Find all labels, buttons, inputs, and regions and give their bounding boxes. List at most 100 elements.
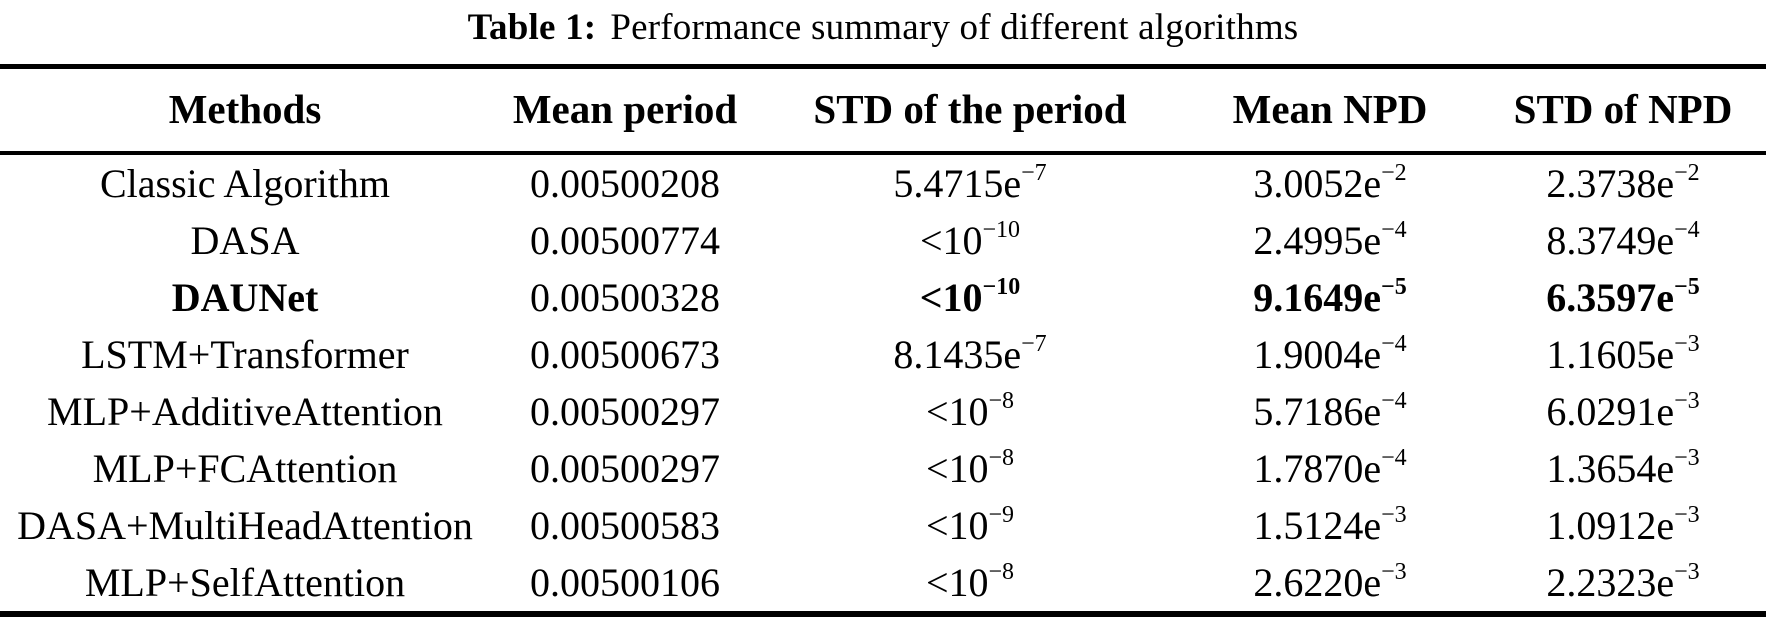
- mean-npd-exponent: −3: [1381, 502, 1407, 529]
- method-name: MLP+SelfAttention: [84, 560, 406, 605]
- std-period-value: <10: [925, 560, 989, 605]
- mean-period-value: 0.00500673: [530, 332, 720, 377]
- mean-period-cell: 0.00500583: [490, 497, 760, 554]
- mean-npd-value: 2.4995e: [1253, 218, 1382, 263]
- table-row: LSTM+Transformer 0.00500673 8.1435e−7 1.…: [0, 326, 1766, 383]
- std-npd-value: 6.3597e: [1546, 275, 1675, 320]
- mean-npd-exponent: −2: [1381, 160, 1407, 187]
- mean-period-cell: 0.00500297: [490, 440, 760, 497]
- method-name: DASA: [190, 218, 300, 263]
- std-npd-exponent: −2: [1674, 160, 1700, 187]
- std-period-cell: <10−8: [760, 440, 1180, 497]
- method-cell: LSTM+Transformer: [0, 326, 490, 383]
- mean-period-cell: 0.00500328: [490, 269, 760, 326]
- std-period-cell: <10−8: [760, 383, 1180, 440]
- std-npd-value: 6.0291e: [1546, 389, 1675, 434]
- column-header-mean-period: Mean period: [490, 66, 760, 155]
- method-cell: DASA: [0, 212, 490, 269]
- std-period-exponent: −10: [982, 274, 1021, 301]
- std-period-exponent: −8: [988, 445, 1015, 472]
- std-period-cell: <10−8: [760, 554, 1180, 614]
- std-npd-cell: 1.3654e−3: [1480, 440, 1766, 497]
- mean-npd-exponent: −5: [1381, 274, 1407, 301]
- mean-period-cell: 0.00500774: [490, 212, 760, 269]
- std-period-value: 8.1435e: [893, 332, 1022, 377]
- std-period-cell: <10−9: [760, 497, 1180, 554]
- std-period-cell: 8.1435e−7: [760, 326, 1180, 383]
- mean-period-cell: 0.00500297: [490, 383, 760, 440]
- mean-npd-value: 3.0052e: [1253, 161, 1382, 206]
- std-period-value: <10: [925, 389, 989, 434]
- table-row: MLP+AdditiveAttention 0.00500297 <10−8 5…: [0, 383, 1766, 440]
- mean-period-value: 0.00500583: [530, 503, 720, 548]
- method-cell: DAUNet: [0, 269, 490, 326]
- std-npd-cell: 6.3597e−5: [1480, 269, 1766, 326]
- mean-npd-exponent: −4: [1381, 388, 1407, 415]
- std-npd-value: 1.0912e: [1546, 503, 1675, 548]
- mean-npd-value: 1.7870e: [1253, 446, 1382, 491]
- std-period-exponent: −8: [988, 559, 1015, 586]
- method-cell: MLP+FCAttention: [0, 440, 490, 497]
- header-row: Methods Mean period STD of the period Me…: [0, 66, 1766, 155]
- std-period-exponent: −9: [988, 502, 1015, 529]
- std-period-exponent: −7: [1021, 331, 1047, 358]
- std-npd-value: 1.1605e: [1546, 332, 1675, 377]
- mean-npd-value: 5.7186e: [1253, 389, 1382, 434]
- mean-npd-cell: 2.4995e−4: [1180, 212, 1480, 269]
- caption-text: Performance summary of different algorit…: [610, 7, 1299, 48]
- std-npd-cell: 6.0291e−3: [1480, 383, 1766, 440]
- mean-npd-value: 1.5124e: [1253, 503, 1382, 548]
- std-period-exponent: −7: [1021, 160, 1047, 187]
- mean-npd-cell: 1.5124e−3: [1180, 497, 1480, 554]
- std-npd-cell: 2.2323e−3: [1480, 554, 1766, 614]
- table-row: DASA 0.00500774 <10−10 2.4995e−4 8.3749e…: [0, 212, 1766, 269]
- std-npd-cell: 2.3738e−2: [1480, 153, 1766, 212]
- mean-period-value: 0.00500297: [530, 446, 720, 491]
- std-npd-exponent: −3: [1674, 331, 1700, 358]
- table-row: Classic Algorithm 0.00500208 5.4715e−7 3…: [0, 153, 1766, 212]
- mean-period-cell: 0.00500673: [490, 326, 760, 383]
- table-row: MLP+SelfAttention 0.00500106 <10−8 2.622…: [0, 554, 1766, 614]
- std-npd-exponent: −3: [1674, 388, 1700, 415]
- mean-npd-exponent: −4: [1381, 217, 1407, 244]
- std-npd-exponent: −4: [1674, 217, 1700, 244]
- method-name: DASA+MultiHeadAttention: [17, 503, 473, 548]
- std-period-value: <10: [925, 503, 989, 548]
- mean-npd-cell: 2.6220e−3: [1180, 554, 1480, 614]
- performance-table: Methods Mean period STD of the period Me…: [0, 64, 1766, 617]
- std-npd-cell: 1.1605e−3: [1480, 326, 1766, 383]
- method-cell: Classic Algorithm: [0, 153, 490, 212]
- method-cell: DASA+MultiHeadAttention: [0, 497, 490, 554]
- table-body: Classic Algorithm 0.00500208 5.4715e−7 3…: [0, 153, 1766, 614]
- std-npd-cell: 8.3749e−4: [1480, 212, 1766, 269]
- mean-period-cell: 0.00500106: [490, 554, 760, 614]
- method-cell: MLP+AdditiveAttention: [0, 383, 490, 440]
- std-npd-exponent: −3: [1674, 445, 1700, 472]
- mean-period-value: 0.00500208: [530, 161, 720, 206]
- std-npd-exponent: −5: [1674, 274, 1700, 301]
- mean-npd-cell: 9.1649e−5: [1180, 269, 1480, 326]
- mean-npd-cell: 5.7186e−4: [1180, 383, 1480, 440]
- method-name: MLP+FCAttention: [92, 446, 398, 491]
- mean-npd-cell: 3.0052e−2: [1180, 153, 1480, 212]
- std-npd-value: 1.3654e: [1546, 446, 1675, 491]
- std-period-cell: <10−10: [760, 212, 1180, 269]
- method-cell: MLP+SelfAttention: [0, 554, 490, 614]
- table-caption: Table 1: Performance summary of different…: [0, 0, 1766, 49]
- mean-period-value: 0.00500328: [530, 275, 720, 320]
- method-name: DAUNet: [171, 275, 319, 320]
- mean-period-value: 0.00500106: [530, 560, 720, 605]
- table-row: MLP+FCAttention 0.00500297 <10−8 1.7870e…: [0, 440, 1766, 497]
- mean-npd-exponent: −4: [1381, 445, 1407, 472]
- column-header-mean-npd: Mean NPD: [1180, 66, 1480, 155]
- mean-period-value: 0.00500297: [530, 389, 720, 434]
- std-period-value: <10: [919, 275, 983, 320]
- std-period-exponent: −8: [988, 388, 1015, 415]
- std-npd-value: 2.3738e: [1546, 161, 1675, 206]
- column-header-std-period: STD of the period: [760, 66, 1180, 155]
- mean-npd-exponent: −3: [1381, 559, 1407, 586]
- column-header-std-npd: STD of NPD: [1480, 66, 1766, 155]
- caption-label: Table 1:: [467, 7, 597, 48]
- method-name: LSTM+Transformer: [81, 332, 409, 377]
- mean-npd-value: 2.6220e: [1253, 560, 1382, 605]
